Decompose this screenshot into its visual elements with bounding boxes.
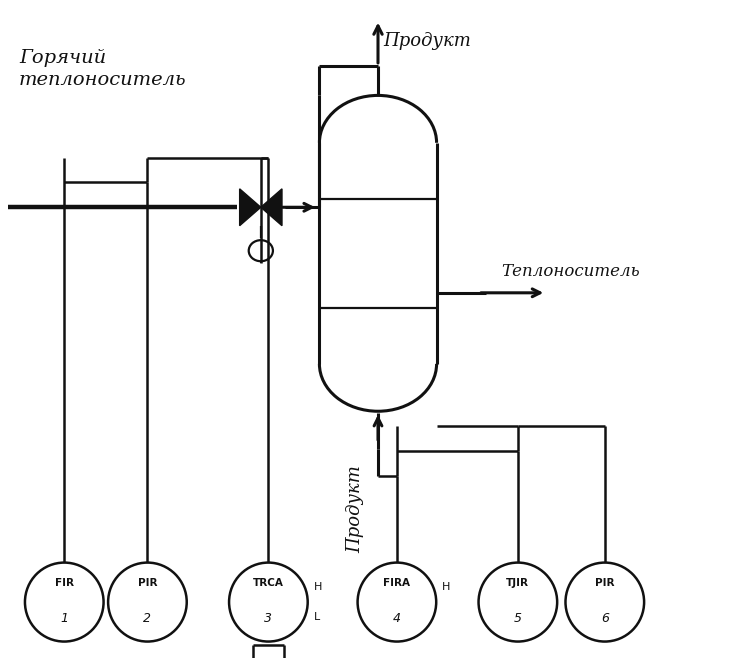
Ellipse shape (25, 563, 104, 642)
Text: 2: 2 (144, 612, 151, 625)
Text: 1: 1 (60, 612, 68, 625)
Text: 4: 4 (393, 612, 401, 625)
Ellipse shape (479, 563, 557, 642)
Polygon shape (240, 189, 261, 226)
Text: FIR: FIR (54, 578, 74, 588)
Text: Горячий
теплоноситель: Горячий теплоноситель (19, 49, 187, 89)
Text: TJIR: TJIR (507, 578, 529, 588)
Text: PIR: PIR (138, 578, 157, 588)
Text: FIRA: FIRA (383, 578, 411, 588)
Text: 3: 3 (265, 612, 272, 625)
Text: H: H (314, 582, 322, 592)
Text: TRCA: TRCA (253, 578, 284, 588)
Text: Продукт: Продукт (383, 32, 471, 51)
Ellipse shape (108, 563, 187, 642)
Text: L: L (314, 612, 320, 622)
Polygon shape (261, 189, 282, 226)
Text: Продукт: Продукт (346, 465, 364, 553)
Text: H: H (442, 582, 451, 592)
Text: PIR: PIR (595, 578, 615, 588)
Ellipse shape (358, 563, 436, 642)
Ellipse shape (565, 563, 644, 642)
Ellipse shape (229, 563, 308, 642)
Text: 5: 5 (514, 612, 522, 625)
Text: Теплоноситель: Теплоноситель (500, 263, 640, 280)
Text: 6: 6 (601, 612, 609, 625)
